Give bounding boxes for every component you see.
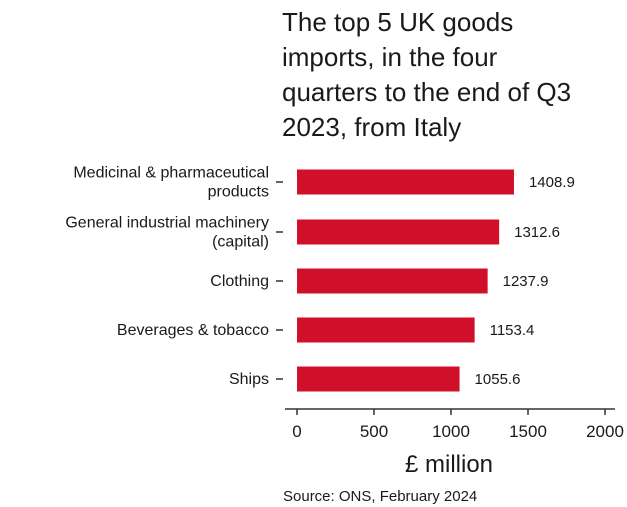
x-tick-label: 1000 bbox=[432, 422, 470, 441]
bar-value-label: 1408.9 bbox=[529, 174, 575, 191]
category-label: (capital) bbox=[212, 234, 269, 251]
bar-value-label: 1312.6 bbox=[514, 224, 560, 241]
bar bbox=[297, 317, 475, 343]
x-tick-label: 2000 bbox=[586, 422, 624, 441]
category-labels: Medicinal & pharmaceutical products Genera… bbox=[65, 165, 283, 388]
category-label: General industrial machinery bbox=[65, 215, 269, 232]
bar-value-label: 1153.4 bbox=[490, 322, 535, 339]
value-labels: 1408.9 1312.6 1237.9 1153.4 1055.6 bbox=[475, 174, 575, 388]
category-label: Medicinal & pharmaceutical bbox=[73, 165, 269, 182]
source-note: Source: ONS, February 2024 bbox=[283, 488, 477, 505]
chart-title-line: 2023, from Italy bbox=[282, 112, 461, 142]
x-tick-label: 1500 bbox=[509, 422, 547, 441]
x-axis: 0 500 1000 1500 2000 bbox=[285, 408, 624, 441]
bar bbox=[297, 169, 514, 195]
chart-title-line: imports, in the four bbox=[282, 42, 498, 72]
category-label: products bbox=[208, 184, 269, 201]
x-axis-title: £ million bbox=[405, 451, 493, 478]
chart-title-line: The top 5 UK goods bbox=[282, 7, 513, 37]
bar bbox=[297, 366, 460, 392]
chart-title-line: quarters to the end of Q3 bbox=[282, 77, 571, 107]
x-tick-label: 500 bbox=[360, 422, 388, 441]
bar bbox=[297, 268, 488, 294]
bar-value-label: 1055.6 bbox=[475, 371, 521, 388]
category-label: Ships bbox=[229, 371, 269, 388]
category-label: Beverages & tobacco bbox=[117, 322, 269, 339]
x-tick-label: 0 bbox=[292, 422, 301, 441]
chart-title: The top 5 UK goods imports, in the four qu… bbox=[282, 7, 571, 142]
category-label: Clothing bbox=[210, 273, 269, 290]
bar-value-label: 1237.9 bbox=[503, 273, 549, 290]
bars bbox=[297, 169, 514, 392]
bar bbox=[297, 219, 500, 245]
